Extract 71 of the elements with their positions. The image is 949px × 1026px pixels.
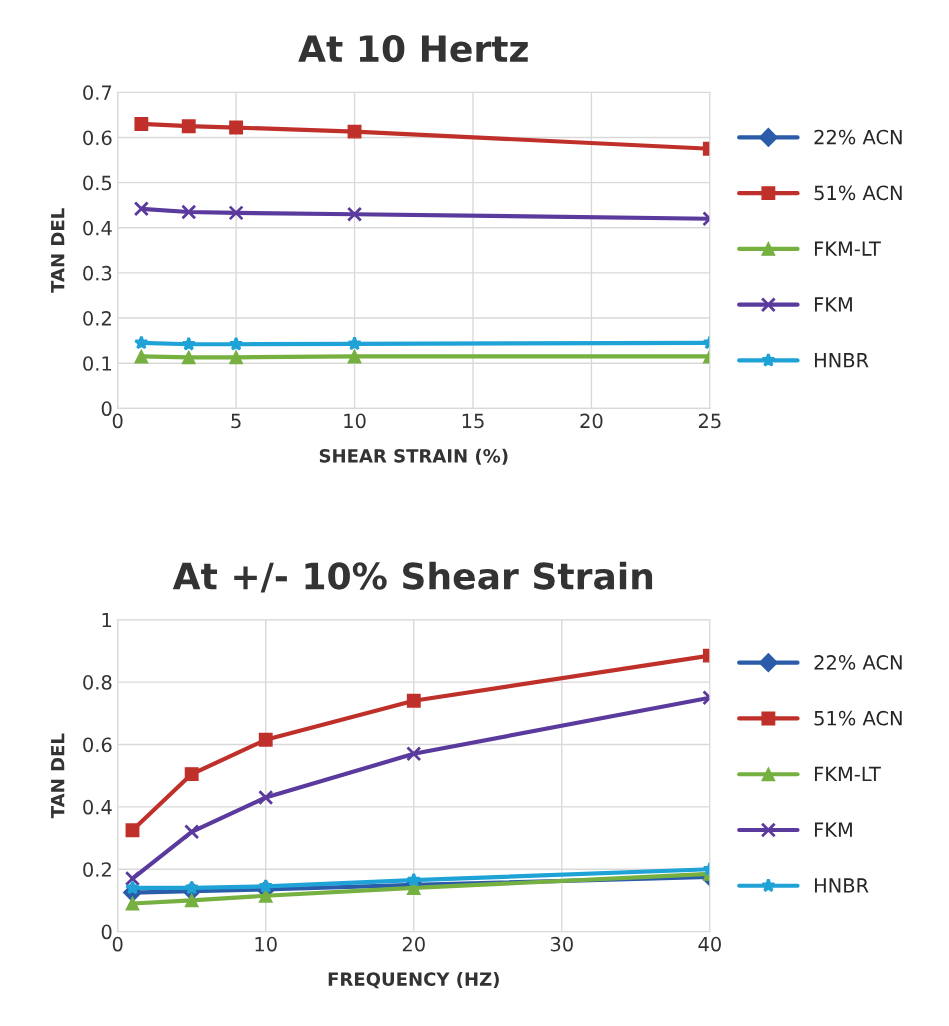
y-tick-label: 0.6 (83, 737, 112, 753)
chart-title: At +/- 10% Shear Strain (172, 561, 653, 593)
y-axis-title: TAN DEL (51, 733, 65, 819)
point (406, 746, 422, 762)
y-tick-label: 0.1 (83, 356, 112, 371)
point (125, 823, 140, 838)
point (184, 824, 200, 840)
y-tick-label: 0.6 (83, 130, 112, 146)
x-tick-label: 20 (580, 413, 603, 429)
x-tick-label: 0 (112, 413, 123, 429)
legend-label: 22% ACN (814, 655, 902, 670)
point (124, 870, 141, 887)
legend-label: FKM (814, 822, 852, 837)
x-tick-label: 40 (698, 936, 721, 952)
y-axis-title: TAN DEL (51, 208, 65, 293)
legend-label: FKM-LT (814, 241, 881, 256)
legend-label: 51% ACN (814, 710, 902, 726)
x-tick-label: 25 (698, 413, 721, 429)
point (181, 204, 197, 220)
x-tick-label: 10 (255, 936, 277, 952)
point (133, 201, 149, 217)
point (181, 336, 197, 351)
legend-label: FKM (814, 297, 852, 312)
y-tick-label: 0.4 (83, 220, 112, 236)
point (134, 349, 149, 364)
y-tick-label: 0 (101, 401, 112, 417)
point (134, 335, 149, 350)
point (229, 120, 244, 135)
legend-label: 22% ACN (814, 129, 902, 145)
x-tick-label: 30 (550, 936, 573, 952)
y-tick-label: 0.7 (83, 85, 112, 100)
x-tick-label: 0 (112, 936, 123, 952)
x-tick-label: 15 (462, 413, 484, 429)
y-tick-label: 0.5 (83, 175, 112, 191)
x-tick-label: 5 (231, 413, 241, 429)
point (181, 350, 196, 365)
chart-title: At 10 Hertz (298, 34, 528, 63)
y-tick-label: 0.4 (83, 799, 112, 815)
legend-label: 51% ACN (814, 185, 902, 201)
y-tick-label: 0 (101, 924, 112, 940)
point (406, 872, 422, 887)
point (347, 336, 362, 351)
y-tick-label: 0.2 (83, 311, 111, 326)
point (125, 896, 140, 911)
x-axis-title: SHEAR STRAIN (%) (319, 448, 508, 465)
x-tick-label: 20 (402, 936, 425, 952)
point (347, 124, 362, 139)
y-tick-label: 0.8 (83, 675, 112, 690)
point (258, 732, 273, 747)
point (228, 205, 244, 221)
point (181, 119, 196, 134)
y-tick-label: 1 (102, 612, 112, 628)
point (134, 116, 149, 131)
point (346, 206, 363, 222)
y-tick-label: 0.2 (83, 862, 111, 877)
x-axis-title: FREQUENCY (HZ) (328, 971, 499, 989)
legend-label: HNBR (814, 878, 869, 893)
point (184, 767, 199, 782)
point (184, 880, 200, 895)
point (347, 349, 362, 364)
y-tick-label: 0.3 (83, 265, 112, 281)
point (228, 336, 244, 351)
x-tick-label: 10 (344, 413, 366, 429)
legend-label: HNBR (814, 353, 869, 368)
point (258, 789, 274, 806)
point (184, 893, 199, 908)
point (125, 880, 140, 895)
legend-label: FKM-LT (814, 766, 881, 782)
point (258, 878, 274, 893)
point (229, 350, 244, 365)
point (406, 693, 421, 708)
